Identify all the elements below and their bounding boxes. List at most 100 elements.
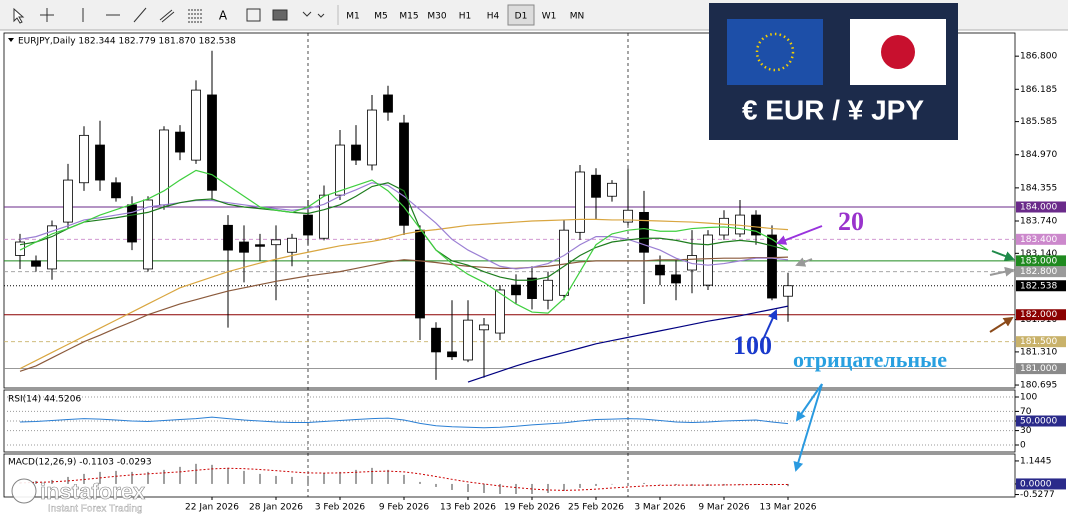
candle-body <box>687 255 697 271</box>
histogram-bar <box>771 483 773 486</box>
histogram-bar <box>723 483 725 486</box>
histogram-bar <box>739 483 741 485</box>
histogram-bar <box>83 473 85 484</box>
timeframe-label[interactable]: D1 <box>515 12 528 22</box>
candle-body <box>623 209 633 223</box>
plots: 186.800 186.185 185.585 184.970 184.355 183.7… <box>4 50 1066 513</box>
shape-tool[interactable] <box>272 9 288 21</box>
level-label-box <box>1016 478 1066 490</box>
timeframe-label[interactable]: M5 <box>374 12 388 22</box>
timeframe-label[interactable]: W1 <box>542 12 557 22</box>
candle-body <box>159 129 169 206</box>
timeframe-label[interactable]: M1 <box>346 12 360 22</box>
crosshair-tool[interactable] <box>40 8 54 22</box>
histogram-bar <box>323 472 325 484</box>
x-tick-label: 19 Feb 2026 <box>504 503 560 513</box>
y-tick-label: 0 <box>1020 440 1026 450</box>
candle-body <box>783 285 793 297</box>
annotation: отрицательные <box>793 347 947 372</box>
level-label-box <box>1016 309 1066 321</box>
y-tick-label: 186.185 <box>1020 85 1057 95</box>
banner: € EUR / ¥ JPY <box>709 3 958 140</box>
candle-body <box>767 234 777 299</box>
level-label-box <box>1016 363 1066 375</box>
candle-body <box>223 224 233 251</box>
x-tick-label: 13 Feb 2026 <box>440 503 496 513</box>
y-tick-label: 1.1445 <box>1020 456 1052 466</box>
level-label: 183.400 <box>1020 235 1057 245</box>
candle-body <box>559 229 569 296</box>
timeframe-label[interactable]: MN <box>570 12 585 22</box>
arrow <box>989 316 1014 333</box>
indicator-line <box>19 218 789 370</box>
symbol-menu-icon[interactable] <box>8 38 14 42</box>
y-tick-label: 183.140 <box>1020 249 1057 259</box>
candle-body <box>175 131 185 153</box>
candle-body <box>127 204 137 243</box>
histogram-bar <box>707 483 709 486</box>
y-tick-label: 183.740 <box>1020 217 1057 227</box>
annotation: 100 <box>733 331 772 360</box>
candle-body <box>575 171 585 233</box>
trendline-tool[interactable] <box>133 7 147 23</box>
histogram-bar <box>195 463 197 484</box>
candle-body <box>703 234 713 286</box>
candle-body <box>527 277 537 299</box>
y-tick-label: 70 <box>1020 407 1032 417</box>
signal-line <box>19 467 789 491</box>
rsi-line <box>19 416 789 429</box>
histogram-bar <box>755 483 757 485</box>
y-tick-label: 184.355 <box>1020 183 1057 193</box>
indicator-line <box>19 182 789 281</box>
histogram-bar <box>451 483 453 490</box>
timeframe-label[interactable]: H4 <box>487 12 500 22</box>
candle-body <box>415 229 425 319</box>
candle-body <box>15 241 25 256</box>
logo-name: instaforex <box>40 479 146 504</box>
arrow <box>989 266 1015 277</box>
candle-body <box>111 182 121 199</box>
level-label: 50.0000 <box>1020 417 1057 427</box>
arrow <box>795 383 823 422</box>
timeframe-label[interactable]: H1 <box>459 12 472 22</box>
fibo-tool[interactable] <box>188 9 202 23</box>
histogram-bar <box>499 483 501 494</box>
cursor-tool[interactable] <box>13 7 25 24</box>
level-label: 184.000 <box>1020 202 1057 212</box>
y-tick-label: 181.310 <box>1020 347 1057 357</box>
text-tool[interactable]: A <box>219 9 228 23</box>
level-label-box <box>1016 280 1066 292</box>
x-tick-label: 9 Mar 2026 <box>698 503 750 513</box>
label-tool[interactable] <box>246 8 261 22</box>
candle-body <box>543 279 553 301</box>
x-tick-label: 13 Mar 2026 <box>759 503 816 513</box>
timeframe-label[interactable]: M15 <box>399 12 418 22</box>
candle-body <box>191 89 201 161</box>
level-label: 181.000 <box>1020 364 1057 374</box>
arrows-tool[interactable] <box>302 11 325 18</box>
candle-body <box>287 237 297 253</box>
candle-body <box>399 122 409 226</box>
level-label-box <box>1016 201 1066 213</box>
histogram-bar <box>659 483 661 485</box>
histogram-bar <box>67 476 69 484</box>
logo-icon <box>11 478 37 504</box>
histogram-bar <box>611 483 613 485</box>
level-label: 182.800 <box>1020 267 1057 277</box>
histogram-bar <box>691 483 693 486</box>
candle-body <box>335 144 345 196</box>
timeframe-label[interactable]: M30 <box>427 12 446 22</box>
candle-body <box>319 194 329 239</box>
candle-body <box>671 274 681 284</box>
candle-body <box>79 134 89 184</box>
histogram-bar <box>227 467 229 484</box>
level-label-box <box>1016 233 1066 245</box>
timeframe-buttons: M1 M5 M15 M30 H1 H4 D1 W1 MN <box>346 4 585 26</box>
timeframe-button[interactable] <box>507 4 535 26</box>
channel-tool[interactable] <box>159 9 175 23</box>
candle-body <box>63 179 73 223</box>
indicator-line <box>19 256 789 372</box>
y-tick-label: 184.970 <box>1020 150 1057 160</box>
histogram-bar <box>563 483 565 491</box>
histogram-bar <box>595 483 597 486</box>
